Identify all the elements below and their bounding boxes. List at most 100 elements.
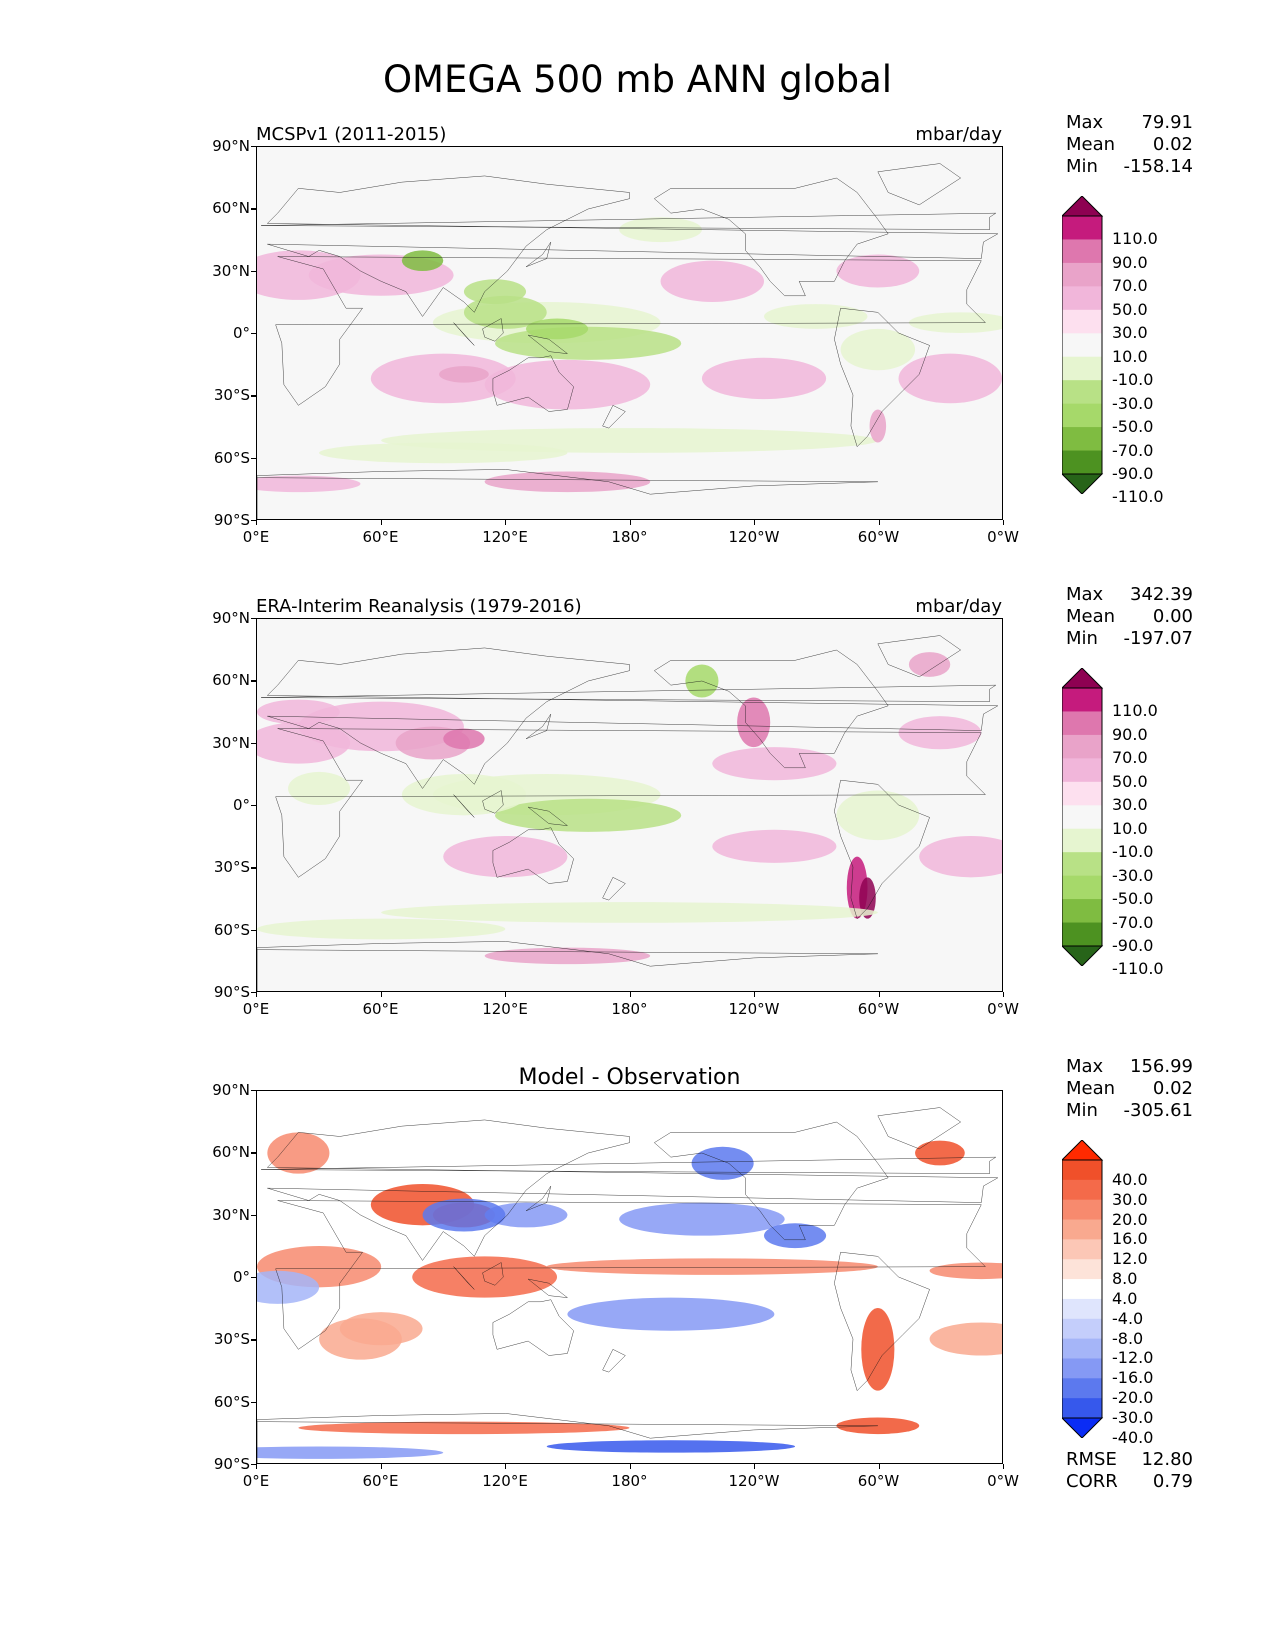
y-tick-mark — [251, 929, 256, 931]
stat-label: Max — [1066, 1056, 1104, 1077]
panel-difference: Model - Observation 90°N 60°N 30°N 0° 30°S 60… — [0, 1056, 1275, 1524]
colorbar-tick-label: 90.0 — [1112, 724, 1148, 744]
contour-patch — [898, 353, 1002, 404]
coastline — [528, 335, 567, 354]
x-tick-label: 180° — [611, 1472, 648, 1490]
colorbar-segment — [1062, 1298, 1102, 1320]
x-tick-label: 0°E — [242, 528, 270, 546]
map-svg — [257, 619, 1002, 991]
y-tick-mark — [251, 1339, 256, 1341]
coastline — [257, 941, 878, 991]
metric-value: 0.79 — [1152, 1471, 1193, 1492]
stat-row-mean: Mean 0.00 — [1066, 606, 1193, 628]
colorbar-tick-label: 90.0 — [1112, 252, 1148, 272]
contour-patch — [494, 798, 682, 832]
colorbar-segment — [1062, 1160, 1102, 1181]
colorbar-tick-label: -4.0 — [1112, 1308, 1144, 1328]
contour-patch — [257, 699, 340, 725]
y-tick-mark — [251, 395, 256, 397]
colorbar-segment — [1062, 1338, 1102, 1359]
contour-patch — [439, 366, 489, 383]
colorbar-outline — [1062, 687, 1103, 947]
colorbar-tick-label: 70.0 — [1112, 276, 1148, 296]
coastline — [454, 795, 475, 818]
colorbar-tick-label: 16.0 — [1112, 1229, 1148, 1249]
colorbar-segment — [1062, 1199, 1102, 1221]
contour-patch — [443, 836, 568, 878]
colorbar-segment — [1062, 450, 1102, 475]
x-tick-mark — [629, 992, 631, 997]
coastline — [257, 1413, 878, 1463]
contour-patch — [919, 836, 1002, 878]
contour-patch — [619, 1202, 785, 1236]
colorbar-segment — [1062, 216, 1102, 240]
x-tick-mark — [878, 1464, 880, 1469]
x-tick-mark — [1003, 520, 1005, 525]
contour-patch — [859, 877, 876, 919]
x-tick-mark — [505, 992, 507, 997]
coastline — [834, 780, 929, 918]
contour-patch — [484, 359, 651, 410]
x-tick-mark — [505, 520, 507, 525]
colorbar-tick-label: 30.0 — [1112, 795, 1148, 815]
contour-patch — [737, 697, 771, 748]
y-tick-label: 90°N — [212, 1081, 250, 1099]
colorbar-tick-label: -16.0 — [1112, 1368, 1154, 1388]
stat-value: 0.02 — [1152, 1078, 1193, 1099]
colorbar-tick-label: -30.0 — [1112, 1408, 1154, 1427]
contour-patch — [915, 1140, 965, 1166]
y-tick-label: 30°S — [213, 1330, 250, 1349]
colorbar-segment — [1062, 1318, 1102, 1340]
colorbar-segment — [1062, 922, 1102, 947]
stat-value: -305.61 — [1123, 1100, 1193, 1121]
colorbar-tick-label: 110.0 — [1112, 701, 1158, 721]
x-tick-label: 120°E — [482, 1000, 528, 1018]
y-tick-label: 60°S — [213, 448, 250, 467]
panel-units: mbar/day — [915, 596, 1002, 617]
colorbar: 110.0 90.0 70.0 50.0 30.0 10.0 -10.0 -30.0 -50.0… — [1060, 196, 1164, 506]
y-tick-label: 0° — [232, 796, 250, 814]
colorbar-tick-label: -10.0 — [1112, 370, 1154, 390]
contour-patch — [764, 1223, 827, 1249]
colorbar-tick-label: -70.0 — [1112, 440, 1154, 460]
x-tick-mark — [380, 1464, 382, 1469]
colorbar-tick-label: 50.0 — [1112, 771, 1148, 791]
stats-box: Max 342.39 Mean 0.00 Min -197.07 — [1066, 584, 1193, 650]
colorbar-extend-bottom — [1062, 945, 1104, 966]
coastline — [654, 1122, 888, 1240]
colorbar-tick-label: -10.0 — [1112, 842, 1154, 862]
y-tick-label: 90°S — [213, 511, 250, 529]
stat-row-max: Max 79.91 — [1066, 112, 1193, 134]
x-tick-mark — [629, 520, 631, 525]
contour-patch — [546, 1440, 796, 1453]
stat-row-min: Min -197.07 — [1066, 628, 1193, 650]
coastline — [267, 648, 998, 789]
x-tick-label: 120°E — [482, 1472, 528, 1490]
contour-patch — [494, 326, 682, 360]
y-tick-label: 60°S — [213, 1392, 250, 1411]
coastline — [603, 1349, 626, 1372]
y-tick-mark — [251, 270, 256, 272]
colorbar-extend-top — [1062, 1140, 1104, 1161]
stats-box: Max 156.99 Mean 0.02 Min -305.61 — [1066, 1056, 1193, 1122]
colorbar-svg — [1062, 196, 1104, 494]
y-tick-label: 90°S — [213, 983, 250, 1001]
colorbar-segment — [1062, 380, 1102, 405]
panel-model: MCSPv1 (2011-2015) mbar/day 90°N 60°N 30°N… — [0, 112, 1275, 580]
colorbar-extend-bottom — [1062, 1417, 1104, 1438]
x-tick-mark — [1003, 1464, 1005, 1469]
colorbar-segment — [1062, 875, 1102, 900]
y-tick-label: 60°N — [212, 199, 250, 218]
contour-patch — [484, 947, 651, 965]
panel-observation: ERA-Interim Reanalysis (1979-2016) mbar/… — [0, 584, 1275, 1052]
contour-patch — [869, 409, 887, 443]
y-tick-mark — [251, 1464, 256, 1466]
contour-patch — [339, 1312, 423, 1346]
coastline — [654, 178, 888, 296]
colorbar-segment — [1062, 1279, 1102, 1300]
contour-patch — [443, 728, 485, 750]
colorbar-tick-label: -20.0 — [1112, 1388, 1154, 1408]
colorbar-tick-label: 30.0 — [1112, 323, 1148, 343]
coastline — [834, 308, 929, 446]
x-tick-mark — [1003, 992, 1005, 997]
